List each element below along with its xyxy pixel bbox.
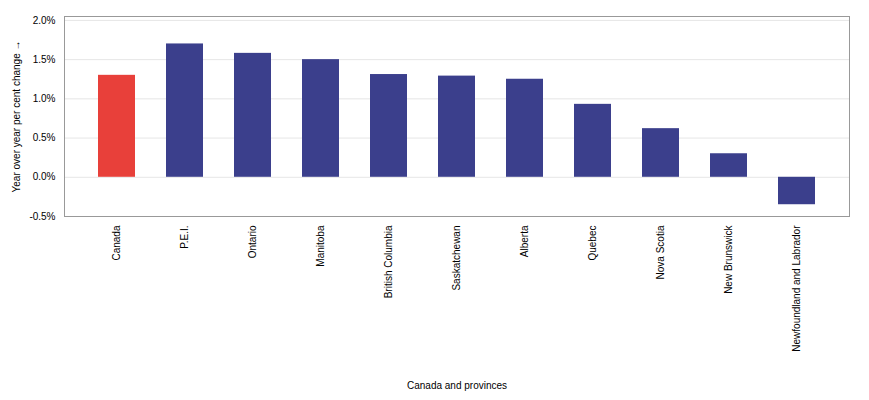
svg-text:New Brunswick: New Brunswick bbox=[723, 225, 734, 294]
svg-text:Ontario: Ontario bbox=[247, 225, 258, 258]
svg-text:Quebec: Quebec bbox=[587, 226, 598, 261]
svg-text:Nova Scotia: Nova Scotia bbox=[655, 225, 666, 279]
svg-text:Canada: Canada bbox=[111, 225, 122, 260]
svg-text:British Columbia: British Columbia bbox=[383, 225, 394, 298]
svg-text:2.0%: 2.0% bbox=[33, 15, 56, 26]
svg-text:0.5%: 0.5% bbox=[33, 132, 56, 143]
svg-text:Year over year per cent change: Year over year per cent change → bbox=[11, 41, 22, 193]
svg-text:Newfoundland and Labrador: Newfoundland and Labrador bbox=[791, 225, 802, 352]
svg-text:Canada and provinces: Canada and provinces bbox=[407, 380, 507, 391]
svg-text:P.E.I.: P.E.I. bbox=[179, 226, 190, 249]
svg-text:1.0%: 1.0% bbox=[33, 93, 56, 104]
svg-text:-0.5%: -0.5% bbox=[29, 211, 55, 222]
svg-text:0.0%: 0.0% bbox=[33, 171, 56, 182]
svg-text:Saskatchewan: Saskatchewan bbox=[451, 226, 462, 291]
svg-text:1.5%: 1.5% bbox=[33, 54, 56, 65]
svg-text:Manitoba: Manitoba bbox=[315, 225, 326, 267]
svg-text:Alberta: Alberta bbox=[519, 225, 530, 257]
